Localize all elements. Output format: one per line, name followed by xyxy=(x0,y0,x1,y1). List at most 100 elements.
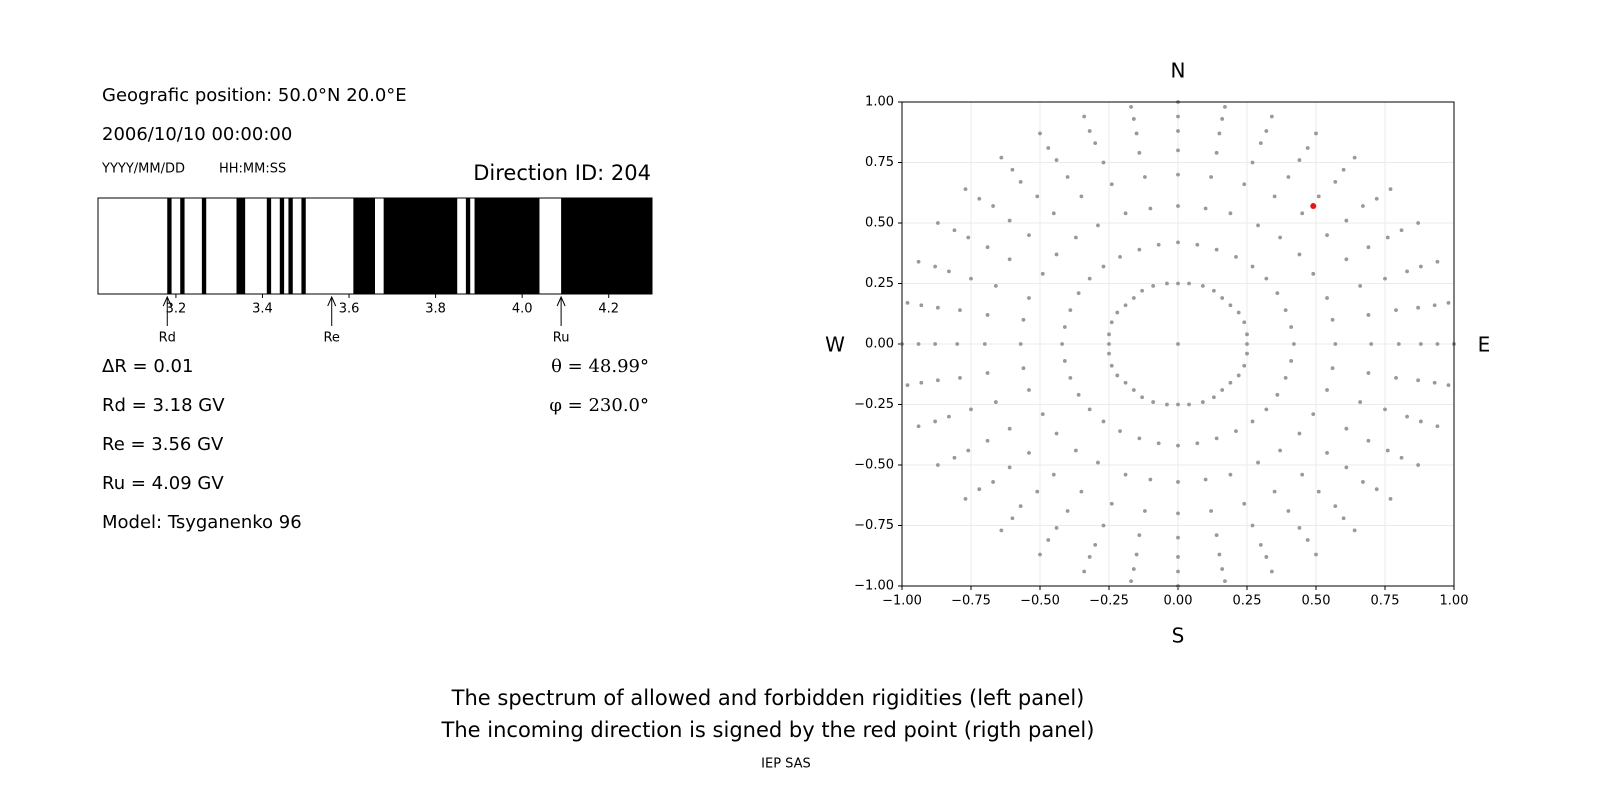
point xyxy=(1250,264,1255,269)
credit: IEP SAS xyxy=(761,757,811,772)
point xyxy=(963,496,968,501)
model: Model: Tsyganenko 96 xyxy=(102,512,302,533)
point xyxy=(1038,131,1042,136)
point xyxy=(952,455,957,460)
forbidden-band xyxy=(301,198,306,294)
point xyxy=(935,221,940,225)
point xyxy=(1234,429,1238,434)
point xyxy=(1156,441,1161,446)
point xyxy=(1131,296,1136,300)
point xyxy=(1131,567,1136,571)
point xyxy=(1176,114,1180,119)
point xyxy=(1007,257,1012,262)
point xyxy=(1051,211,1056,216)
direction-label: S xyxy=(1172,624,1185,648)
point xyxy=(1209,509,1214,513)
point xyxy=(1107,332,1111,337)
point xyxy=(1228,472,1233,477)
point xyxy=(1250,419,1255,424)
point xyxy=(1325,388,1329,392)
point xyxy=(1278,448,1283,453)
point xyxy=(1275,291,1280,296)
point xyxy=(935,463,940,467)
x-tick-label: −1.00 xyxy=(882,594,922,609)
x-tick-label: −0.50 xyxy=(1020,594,1060,609)
point xyxy=(1300,211,1305,216)
point xyxy=(919,303,924,308)
point xyxy=(1352,528,1357,533)
point xyxy=(1195,441,1200,446)
point xyxy=(1101,264,1106,269)
point xyxy=(1027,388,1031,392)
point xyxy=(1314,552,1318,557)
point xyxy=(1223,579,1227,584)
point xyxy=(1416,378,1421,383)
point xyxy=(1176,480,1180,484)
marker-arrowhead xyxy=(327,295,337,307)
point xyxy=(1109,501,1114,506)
point xyxy=(1115,373,1120,378)
point xyxy=(1131,117,1136,121)
point xyxy=(1151,284,1156,288)
point xyxy=(1385,448,1390,453)
point xyxy=(1432,303,1437,308)
point xyxy=(1137,533,1142,538)
point xyxy=(1316,489,1321,494)
delta-r: ΔR = 0.01 xyxy=(102,356,193,377)
point xyxy=(1314,131,1318,136)
point xyxy=(1435,424,1440,429)
point xyxy=(1416,463,1421,467)
point xyxy=(1068,308,1073,313)
x-tick-label: −0.25 xyxy=(1089,594,1129,609)
point xyxy=(1131,388,1136,392)
point xyxy=(1272,194,1277,199)
point xyxy=(1228,380,1233,385)
point xyxy=(1101,523,1106,528)
point xyxy=(1054,158,1059,162)
point xyxy=(991,204,995,208)
marker-arrowhead xyxy=(556,295,566,307)
ru: Ru = 4.09 GV xyxy=(102,473,224,494)
x-tick-label: 0.00 xyxy=(1164,594,1193,609)
point xyxy=(1278,235,1283,240)
point xyxy=(1087,555,1092,559)
point xyxy=(1051,472,1056,477)
point xyxy=(947,269,951,274)
point xyxy=(1176,535,1180,540)
point xyxy=(1256,460,1260,465)
point xyxy=(1358,400,1363,404)
point xyxy=(1416,305,1421,310)
x-tick-label: 4.2 xyxy=(598,302,619,317)
point xyxy=(1109,363,1114,368)
point xyxy=(1148,477,1153,482)
y-tick-label: −0.75 xyxy=(854,518,894,533)
point xyxy=(1123,472,1128,477)
point xyxy=(982,342,987,346)
point xyxy=(1297,252,1302,257)
point xyxy=(1269,569,1274,574)
point xyxy=(1396,342,1401,346)
forbidden-band xyxy=(353,198,375,294)
y-tick-label: −1.00 xyxy=(854,579,894,594)
y-tick-label: 0.00 xyxy=(865,337,894,352)
point xyxy=(1341,516,1346,521)
point xyxy=(1200,284,1205,288)
point xyxy=(1325,296,1329,300)
point xyxy=(1176,569,1180,574)
point xyxy=(919,380,924,385)
point xyxy=(1010,167,1015,172)
point xyxy=(1176,148,1180,153)
point xyxy=(1214,247,1219,252)
point xyxy=(1258,542,1263,547)
point xyxy=(1010,516,1015,521)
plot-frame xyxy=(901,101,1455,587)
point xyxy=(1176,129,1180,133)
point xyxy=(1405,269,1409,274)
point xyxy=(1129,579,1133,584)
forbidden-band xyxy=(288,198,293,294)
point xyxy=(1435,259,1440,264)
point xyxy=(1297,431,1302,436)
point xyxy=(1435,342,1440,346)
